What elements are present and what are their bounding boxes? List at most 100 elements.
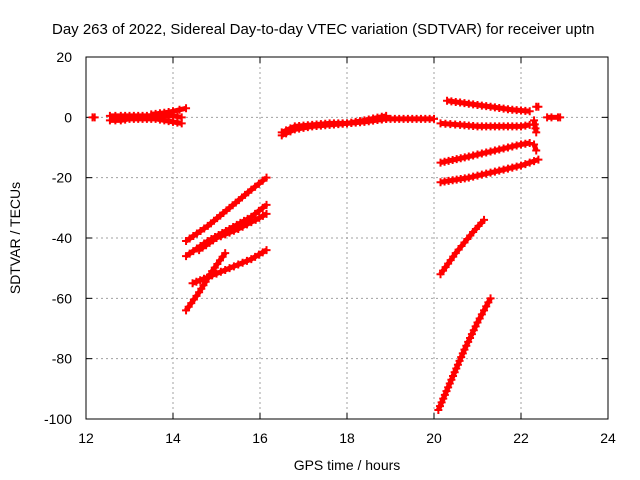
data-point — [473, 150, 482, 159]
data-point — [458, 349, 467, 358]
series-arc-14 — [436, 119, 534, 131]
data-point — [262, 209, 271, 218]
series-arc-5 — [182, 173, 271, 246]
data-point — [242, 220, 251, 229]
y-tick-label: -60 — [52, 290, 72, 306]
data-point — [473, 318, 482, 327]
data-point — [532, 146, 541, 155]
series-arc-19 — [530, 140, 541, 155]
data-point — [216, 232, 225, 241]
x-tick-label: 12 — [78, 430, 94, 446]
y-tick-label: -20 — [52, 170, 72, 186]
data-point — [530, 140, 539, 149]
data-point — [286, 127, 295, 136]
data-point — [525, 138, 534, 147]
y-tick-label: -100 — [44, 411, 72, 427]
data-point — [450, 368, 459, 377]
data-point — [455, 356, 464, 365]
data-point — [435, 402, 444, 411]
data-point — [490, 167, 499, 176]
data-point — [262, 246, 271, 255]
data-point — [484, 298, 493, 307]
y-tick-label: -80 — [52, 351, 72, 367]
data-point — [525, 107, 534, 116]
data-point — [490, 146, 499, 155]
data-point — [177, 119, 186, 128]
data-point — [480, 215, 489, 224]
data-point — [508, 163, 517, 172]
series-arc-1 — [88, 113, 99, 122]
data-point — [182, 104, 191, 113]
data-point — [221, 249, 230, 258]
data-point — [229, 262, 238, 271]
series-arc-12 — [377, 114, 438, 123]
data-point — [480, 306, 489, 315]
series-arc-13 — [443, 96, 534, 116]
data-point — [242, 256, 251, 265]
data-point — [495, 145, 504, 154]
data-point — [517, 161, 525, 170]
series-arc-17 — [532, 102, 543, 111]
data-point — [486, 294, 495, 303]
data-point — [495, 166, 504, 175]
data-point — [503, 143, 512, 152]
data-point — [444, 383, 453, 392]
data-point — [262, 200, 271, 209]
y-tick-label: 0 — [64, 109, 72, 125]
data-point — [525, 158, 534, 167]
data-point — [216, 267, 225, 276]
data-point — [169, 107, 177, 116]
data-point — [464, 173, 473, 182]
data-point — [437, 398, 446, 407]
data-point — [262, 173, 271, 182]
series-arc-4 — [147, 104, 191, 119]
series-arc-16 — [436, 155, 543, 187]
data-point — [221, 265, 230, 274]
data-point — [486, 168, 495, 177]
data-point — [196, 276, 205, 285]
data-point — [439, 394, 448, 403]
data-point — [447, 375, 456, 384]
data-point — [556, 113, 565, 122]
data-point — [440, 390, 449, 399]
series-arc-15 — [436, 138, 534, 167]
data-point — [499, 144, 508, 153]
series-arc-8 — [188, 246, 271, 288]
data-point — [445, 379, 454, 388]
data-point — [475, 314, 484, 323]
data-point — [473, 171, 482, 180]
y-tick-label: 20 — [56, 49, 72, 65]
series-arc-22 — [434, 294, 495, 414]
data-point — [486, 147, 495, 156]
data-point — [442, 387, 451, 396]
data-point — [499, 165, 508, 174]
data-point — [238, 258, 247, 267]
y-axis-label: SDTVAR / TECUs — [7, 182, 23, 294]
y-tick-label: -40 — [52, 230, 72, 246]
x-tick-label: 22 — [513, 430, 529, 446]
data-point — [534, 102, 543, 111]
data-series — [88, 96, 565, 414]
data-point — [175, 105, 184, 114]
data-point — [247, 218, 256, 227]
data-point — [532, 128, 541, 137]
data-point — [477, 149, 486, 158]
data-point — [221, 230, 230, 239]
x-tick-label: 18 — [339, 430, 355, 446]
data-point — [212, 234, 221, 242]
chart-title: Day 263 of 2022, Sidereal Day-to-day VTE… — [52, 21, 594, 38]
data-point — [503, 164, 512, 173]
data-point — [482, 169, 491, 178]
data-point — [482, 148, 491, 157]
data-point — [512, 162, 521, 171]
data-point — [430, 114, 438, 123]
series-arc-3 — [105, 114, 186, 128]
grid — [86, 57, 608, 419]
data-point — [277, 131, 286, 140]
data-point — [453, 360, 462, 369]
data-point — [521, 160, 530, 169]
data-point — [530, 157, 539, 166]
data-point — [469, 151, 478, 160]
data-point — [449, 372, 458, 381]
x-tick-label: 16 — [252, 430, 268, 446]
